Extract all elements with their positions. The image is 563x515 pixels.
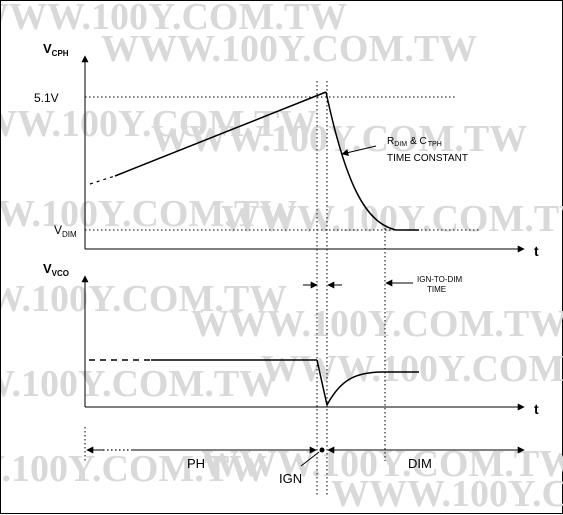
lower-t-label: t — [534, 401, 539, 417]
watermark-text-9: WWW.100Y.COM.TW — [1, 363, 277, 405]
lower-graph: VVCO t IGN-TO-DIM TIME — [43, 261, 539, 417]
ign-to-dim-label-line2: TIME — [427, 285, 446, 294]
phase-timeline: PH IGN DIM — [86, 446, 525, 486]
vco-recovery-curve — [326, 371, 419, 406]
time-constant-label: TIME CONSTANT — [387, 153, 468, 164]
watermark-text-2: WWW.100Y.COM.TW — [101, 28, 477, 70]
vcph-label: VCPH — [43, 41, 69, 58]
watermark-text-11: WWW.100Y.COM.TW — [1, 448, 267, 490]
vertical-guides — [84, 81, 386, 495]
watermark-text-1: WWW.100Y.COM.TW — [1, 1, 347, 38]
ign-to-dim-label-line1: IGN-TO-DIM — [417, 275, 463, 284]
ph-label: PH — [187, 456, 205, 471]
watermark-text-4: WWW.100Y.COM.TW — [151, 118, 527, 160]
ign-label: IGN — [279, 471, 302, 486]
watermark-text-3: WWW.100Y.COM.TW — [1, 103, 317, 145]
watermark-text-6: WWW.100Y.COM.TW — [221, 198, 563, 240]
time-constant-arrow — [341, 145, 377, 156]
level-5v1-label: 5.1V — [34, 91, 59, 105]
watermark-text-5: WWW.100Y.COM.TW — [1, 193, 297, 235]
charge-ramp — [114, 91, 327, 177]
watermark-text-8: WWW.100Y.COM.TW — [191, 303, 563, 345]
discharge-curve — [325, 91, 419, 231]
vco-drop — [316, 359, 328, 406]
upper-graph: VCPH 5.1V VDIM RDIM & CTPH TIME CONSTANT … — [34, 41, 539, 259]
upper-t-label: t — [534, 243, 539, 259]
rdim-ctph-label: RDIM & CTPH — [387, 136, 442, 148]
ramp-dashed-start — [89, 175, 116, 185]
vdim-label: VDIM — [54, 223, 77, 239]
ign-leader-line — [300, 451, 320, 467]
watermark-text-10: WWW.100Y.COM.TW — [261, 348, 563, 390]
watermark-text-13: WWW.100Y.COM.TW — [331, 473, 563, 515]
dim-label: DIM — [408, 456, 432, 471]
watermark-text-7: WWW.100Y.COM.TW — [1, 278, 287, 320]
vvco-label: VVCO — [43, 261, 69, 278]
ign-dot — [319, 447, 325, 453]
